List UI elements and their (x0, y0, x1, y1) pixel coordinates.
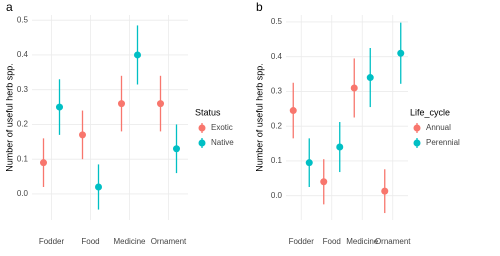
y-tick-label: 0.1 (271, 156, 283, 165)
y-tick-label: 0.4 (271, 52, 283, 61)
legend-label: Perennial (426, 138, 460, 147)
point (397, 49, 405, 57)
y-axis-title: Number of useful herb spp. (254, 63, 264, 172)
panel-label: a (6, 0, 13, 14)
x-tick-label: Medicine (346, 237, 379, 246)
y-tick-label: 0.1 (17, 154, 29, 163)
point (118, 100, 125, 108)
y-tick-label: 0.5 (17, 15, 29, 24)
point (95, 183, 102, 191)
point (134, 51, 141, 59)
y-tick-label: 0.0 (271, 191, 283, 200)
point (40, 159, 47, 167)
x-tick-label: Ornament (375, 237, 411, 246)
point (79, 131, 86, 139)
y-tick-label: 0.4 (17, 50, 29, 59)
point (320, 178, 328, 186)
point (157, 100, 164, 108)
y-tick-label: 0.2 (271, 121, 283, 130)
y-tick-label: 0.3 (17, 85, 29, 94)
y-tick-label: 0.5 (271, 17, 283, 26)
legend-title: Status (195, 107, 221, 117)
legend-swatch (413, 139, 421, 147)
point (381, 187, 389, 195)
x-tick-label: Medicine (113, 237, 146, 246)
y-tick-label: 0.3 (271, 87, 283, 96)
legend-title: Life_cycle (410, 107, 450, 117)
point (289, 107, 297, 115)
legend-label: Native (211, 138, 234, 147)
panel-label: b (256, 0, 263, 14)
legend-swatch (198, 139, 206, 147)
legend-label: Annual (426, 123, 451, 132)
x-tick-label: Fodder (39, 237, 65, 246)
x-tick-label: Food (81, 237, 99, 246)
legend-swatch (198, 124, 206, 132)
point (305, 159, 313, 167)
point (366, 74, 374, 82)
point (350, 84, 358, 92)
legend-swatch (413, 124, 421, 132)
point (56, 103, 63, 111)
point (173, 145, 180, 153)
y-tick-label: 0.0 (17, 189, 29, 198)
y-axis-title: Number of useful herb spp. (4, 63, 14, 172)
legend-label: Exotic (211, 123, 233, 132)
x-tick-label: Ornament (151, 237, 187, 246)
point (336, 143, 344, 151)
x-tick-label: Food (323, 237, 341, 246)
y-tick-label: 0.2 (17, 120, 29, 129)
x-tick-label: Fodder (289, 237, 315, 246)
